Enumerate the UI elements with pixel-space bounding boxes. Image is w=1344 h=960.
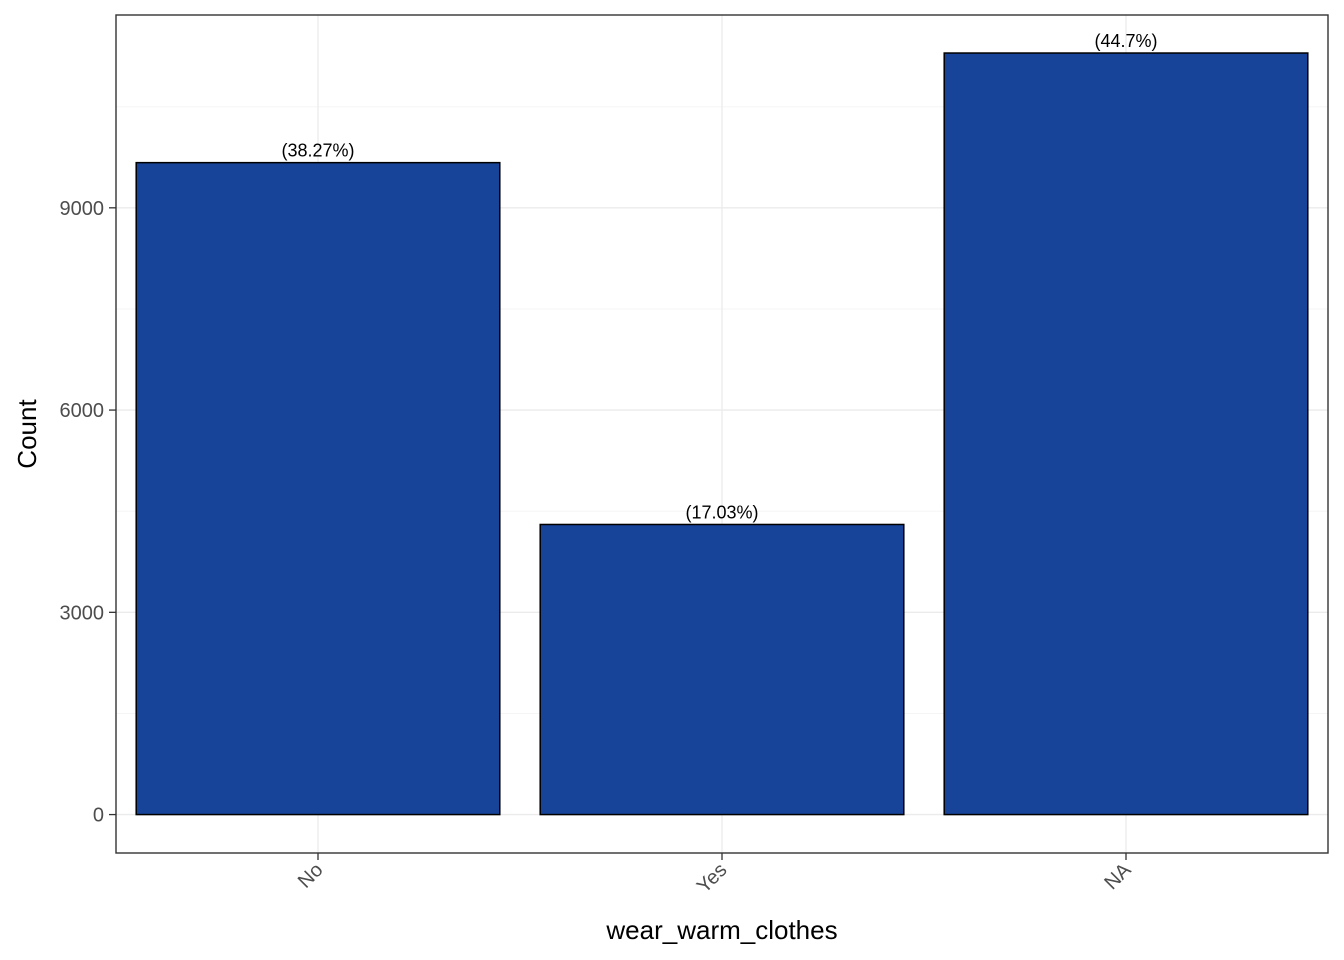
x-axis: No Yes NA bbox=[294, 853, 1136, 898]
y-tick-label: 9000 bbox=[60, 198, 105, 220]
bar-data-label: (38.27%) bbox=[281, 141, 354, 161]
bar-data-label: (44.7%) bbox=[1094, 31, 1157, 51]
y-axis-title: Count bbox=[12, 399, 42, 469]
bars bbox=[135, 52, 1309, 816]
bar-na bbox=[943, 52, 1309, 816]
x-axis-title: wear_warm_clothes bbox=[605, 915, 837, 945]
bar-data-labels: (38.27%) (17.03%) (44.7%) bbox=[281, 31, 1157, 522]
x-tick-label: No bbox=[294, 859, 328, 893]
y-tick-label: 6000 bbox=[60, 400, 105, 422]
y-axis: 0 3000 6000 9000 bbox=[60, 198, 116, 827]
y-tick-label: 0 bbox=[93, 805, 104, 827]
x-tick-label: Yes bbox=[693, 859, 732, 898]
x-tick-label: NA bbox=[1100, 859, 1136, 895]
bar-data-label: (17.03%) bbox=[685, 502, 758, 522]
bar-no bbox=[135, 161, 501, 816]
bar-yes bbox=[539, 523, 905, 816]
y-tick-label: 3000 bbox=[60, 602, 105, 624]
